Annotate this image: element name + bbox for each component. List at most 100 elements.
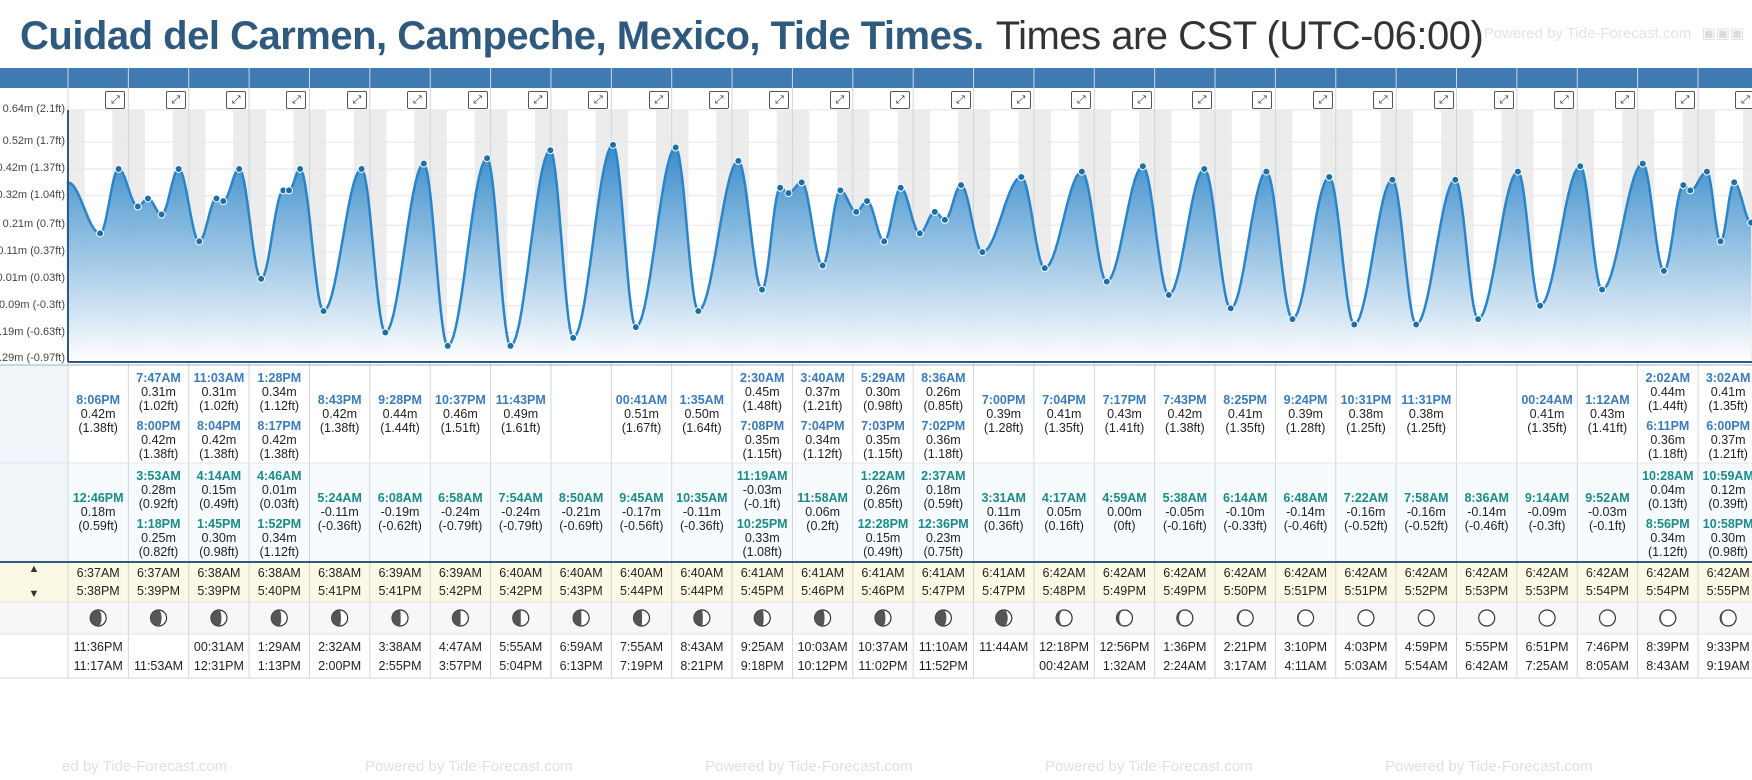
expand-icon[interactable]: ⤢ [1614,91,1635,109]
date-label [1577,69,1637,89]
expand-icon[interactable]: ⤢ [648,91,669,109]
sunset-time: 5:45PM [740,584,784,598]
moonset-time: 8:39PM [1646,640,1690,654]
tide-chart [0,68,1752,679]
moon-phase-shadow [90,610,102,626]
high-time: 7:43PM [1162,393,1207,407]
expand-icon[interactable]: ⤢ [1433,91,1454,109]
high-tide-cell: 00:24AM 0.41m (1.35ft) [1517,393,1577,435]
expand-icon[interactable]: ⤢ [286,91,307,109]
high-height-m: 0.42m [141,433,176,447]
high-height-ft: (1.35ft) [1708,399,1748,413]
high-height-m: 0.34m [805,433,840,447]
low-height-m: -0.11m [682,505,721,519]
moonset-time: 11:10AM [918,640,968,654]
expand-icon[interactable]: ⤢ [165,91,186,109]
moonrise-time: 8:05AM [1585,659,1629,673]
low-tide-cell: 8:36AM -0.14m (-0.46ft) [1457,491,1517,533]
date-label [1215,69,1275,89]
tide-extreme-point [1686,186,1695,195]
moonrise-time: 10:12PM [797,659,848,673]
low-tide-cell: 11:19AM -0.03m (-0.1ft) [732,469,792,511]
expand-icon[interactable]: ⤢ [1373,91,1394,109]
low-height-m: 0.06m [805,505,840,519]
date-label [551,69,611,89]
high-height-m: 0.46m [443,407,478,421]
moon-phase-shadow [1659,610,1668,626]
expand-icon[interactable]: ⤢ [1735,91,1752,109]
date-label [128,69,188,89]
sunset-time: 5:47PM [921,584,965,598]
tide-extreme-point [1226,304,1235,313]
expand-icon[interactable]: ⤢ [407,91,428,109]
low-height-m: -0.11m [320,505,359,519]
low-height-ft: (-0.46ft) [1464,519,1509,533]
high-height-ft: (1.02ft) [199,399,239,413]
sunrise-time: 6:41AM [982,566,1026,580]
expand-icon[interactable]: ⤢ [1131,91,1152,109]
expand-icon[interactable]: ⤢ [1493,91,1514,109]
expand-icon[interactable]: ⤢ [226,91,247,109]
expand-icon[interactable]: ⤢ [1071,91,1092,109]
expand-icon[interactable]: ⤢ [1674,91,1695,109]
expand-icon[interactable]: ⤢ [467,91,488,109]
high-time: 3:40AM [800,371,845,385]
high-height-m: 0.45m [744,385,780,399]
low-time: 4:17AM [1041,491,1087,505]
watermark-bottom: ed by Tide-Forecast.com Powered by Tide-… [0,758,1752,778]
expand-icon[interactable]: ⤢ [1312,91,1333,109]
moon-phase-shadow [935,610,947,626]
date-label [1517,69,1577,89]
high-height-m: 0.50m [684,407,720,421]
sunset-time: 5:39PM [136,584,181,598]
expand-icon[interactable]: ⤢ [709,91,730,109]
y-tick-label: 0.42m (1.37ft) [0,161,65,174]
low-time: 11:19AM [736,469,788,483]
sunrise-time: 6:42AM [1465,566,1509,580]
moonrise-time: 2:24AM [1163,659,1207,673]
high-time: 9:24PM [1283,393,1328,407]
low-height-ft: (-0.3ft) [1528,519,1566,533]
expand-icon[interactable]: ⤢ [105,91,126,109]
expand-icon[interactable]: ⤢ [1252,91,1273,109]
high-height-ft: (1.21ft) [802,399,843,413]
tide-extreme-point [114,164,123,173]
tide-extreme-point [1138,162,1147,171]
y-tick-label: -0.29m (-0.97ft) [0,352,65,365]
low-height-m: 0.30m [1710,531,1746,545]
sunrise-time: 6:42AM [1163,566,1207,580]
expand-icon[interactable]: ⤢ [769,91,790,109]
moonrise-time: 8:43AM [1646,659,1690,673]
tide-extreme-point [235,164,244,173]
sunrise-time: 6:42AM [1223,566,1267,580]
low-height-ft: (0.82ft) [138,545,179,559]
tide-extreme-point [1200,164,1209,173]
low-time: 1:52PM [257,517,302,531]
date-label [672,69,732,89]
high-time: 8:36AM [921,371,966,385]
high-height-m: 0.44m [382,407,418,421]
expand-icon[interactable]: ⤢ [1192,91,1213,109]
tide-extreme-point [1702,167,1711,176]
expand-icon[interactable]: ⤢ [346,91,367,109]
tide-extreme-point [506,341,515,350]
high-height-m: 0.43m [1590,407,1625,421]
expand-icon[interactable]: ⤢ [527,91,548,109]
expand-icon[interactable]: ⤢ [890,91,911,109]
expand-icon[interactable]: ⤢ [588,91,609,109]
expand-icon[interactable]: ⤢ [950,91,971,109]
sunrise-time: 6:38AM [197,566,241,580]
date-label [1396,69,1456,89]
low-time: 1:22AM [860,469,906,483]
tide-extreme-point [143,194,152,203]
low-height-ft: (-0.69ft) [559,519,604,533]
low-time: 8:56PM [1645,517,1690,531]
expand-icon[interactable]: ⤢ [829,91,850,109]
expand-icon[interactable]: ⤢ [1010,91,1031,109]
expand-icon[interactable]: ⤢ [1554,91,1575,109]
watermark-text: Powered by Tide-Forecast.com [705,758,913,775]
low-height-m: 0.18m [925,483,961,497]
low-height-m: -0.16m [1406,505,1446,519]
low-height-m: -0.21m [561,505,601,519]
low-height-m: 0.33m [744,531,780,545]
